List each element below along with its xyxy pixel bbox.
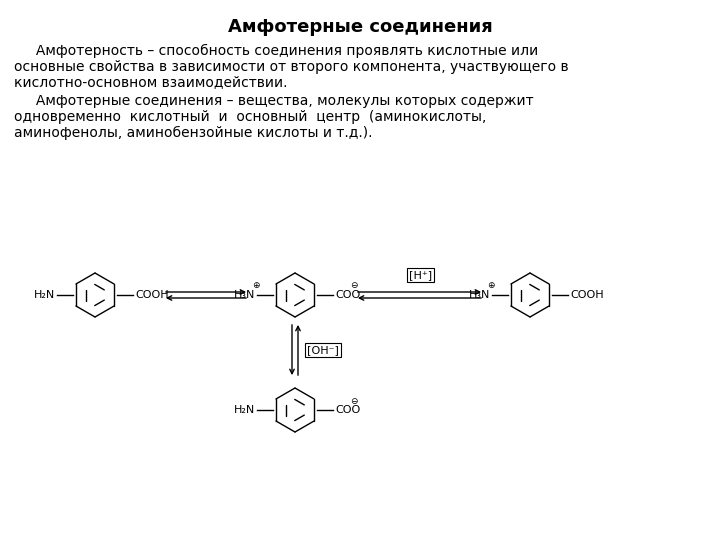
Text: ⊖: ⊖ (350, 396, 358, 406)
Text: H₂N: H₂N (234, 405, 255, 415)
Text: Амфотерные соединения: Амфотерные соединения (228, 18, 492, 36)
Text: [H⁺]: [H⁺] (409, 270, 432, 280)
Text: ⊕: ⊕ (487, 280, 495, 289)
Text: основные свойства в зависимости от второго компонента, участвующего в: основные свойства в зависимости от второ… (14, 59, 569, 73)
Text: COO: COO (335, 290, 360, 300)
Text: COO: COO (335, 405, 360, 415)
Text: одновременно  кислотный  и  основный  центр  (аминокислоты,: одновременно кислотный и основный центр … (14, 110, 487, 124)
Text: COOH: COOH (570, 290, 603, 300)
Text: ⊖: ⊖ (350, 281, 358, 291)
Text: H₃N: H₃N (469, 290, 490, 300)
Text: кислотно-основном взаимодействии.: кислотно-основном взаимодействии. (14, 75, 287, 89)
Text: [OH⁻]: [OH⁻] (307, 345, 339, 355)
Text: ⊕: ⊕ (252, 280, 260, 289)
Text: H₃N: H₃N (233, 290, 255, 300)
Text: Амфотерность – способность соединения проявлять кислотные или: Амфотерность – способность соединения пр… (14, 44, 539, 58)
Text: COOH: COOH (135, 290, 168, 300)
Text: аминофенолы, аминобензойные кислоты и т.д.).: аминофенолы, аминобензойные кислоты и т.… (14, 125, 372, 140)
Text: Амфотерные соединения – вещества, молекулы которых содержит: Амфотерные соединения – вещества, молеку… (14, 94, 534, 109)
Text: H₂N: H₂N (34, 290, 55, 300)
